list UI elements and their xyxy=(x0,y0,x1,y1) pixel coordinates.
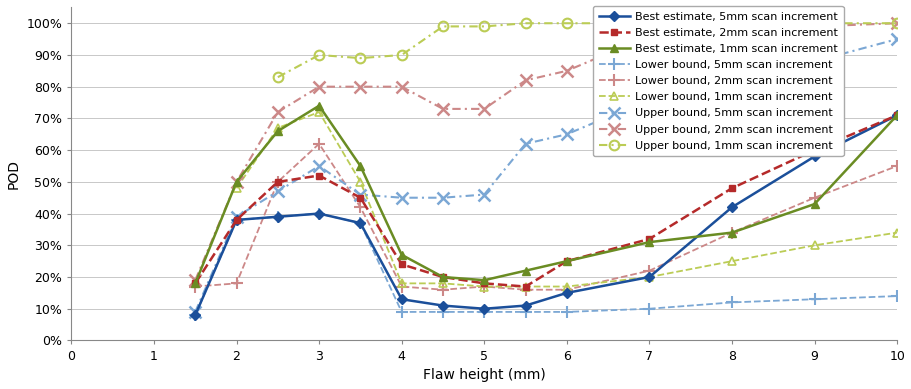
Y-axis label: POD: POD xyxy=(7,159,21,189)
Legend: Best estimate, 5mm scan increment, Best estimate, 2mm scan increment, Best estim: Best estimate, 5mm scan increment, Best … xyxy=(592,6,843,156)
X-axis label: Flaw height (mm): Flaw height (mm) xyxy=(423,368,545,382)
